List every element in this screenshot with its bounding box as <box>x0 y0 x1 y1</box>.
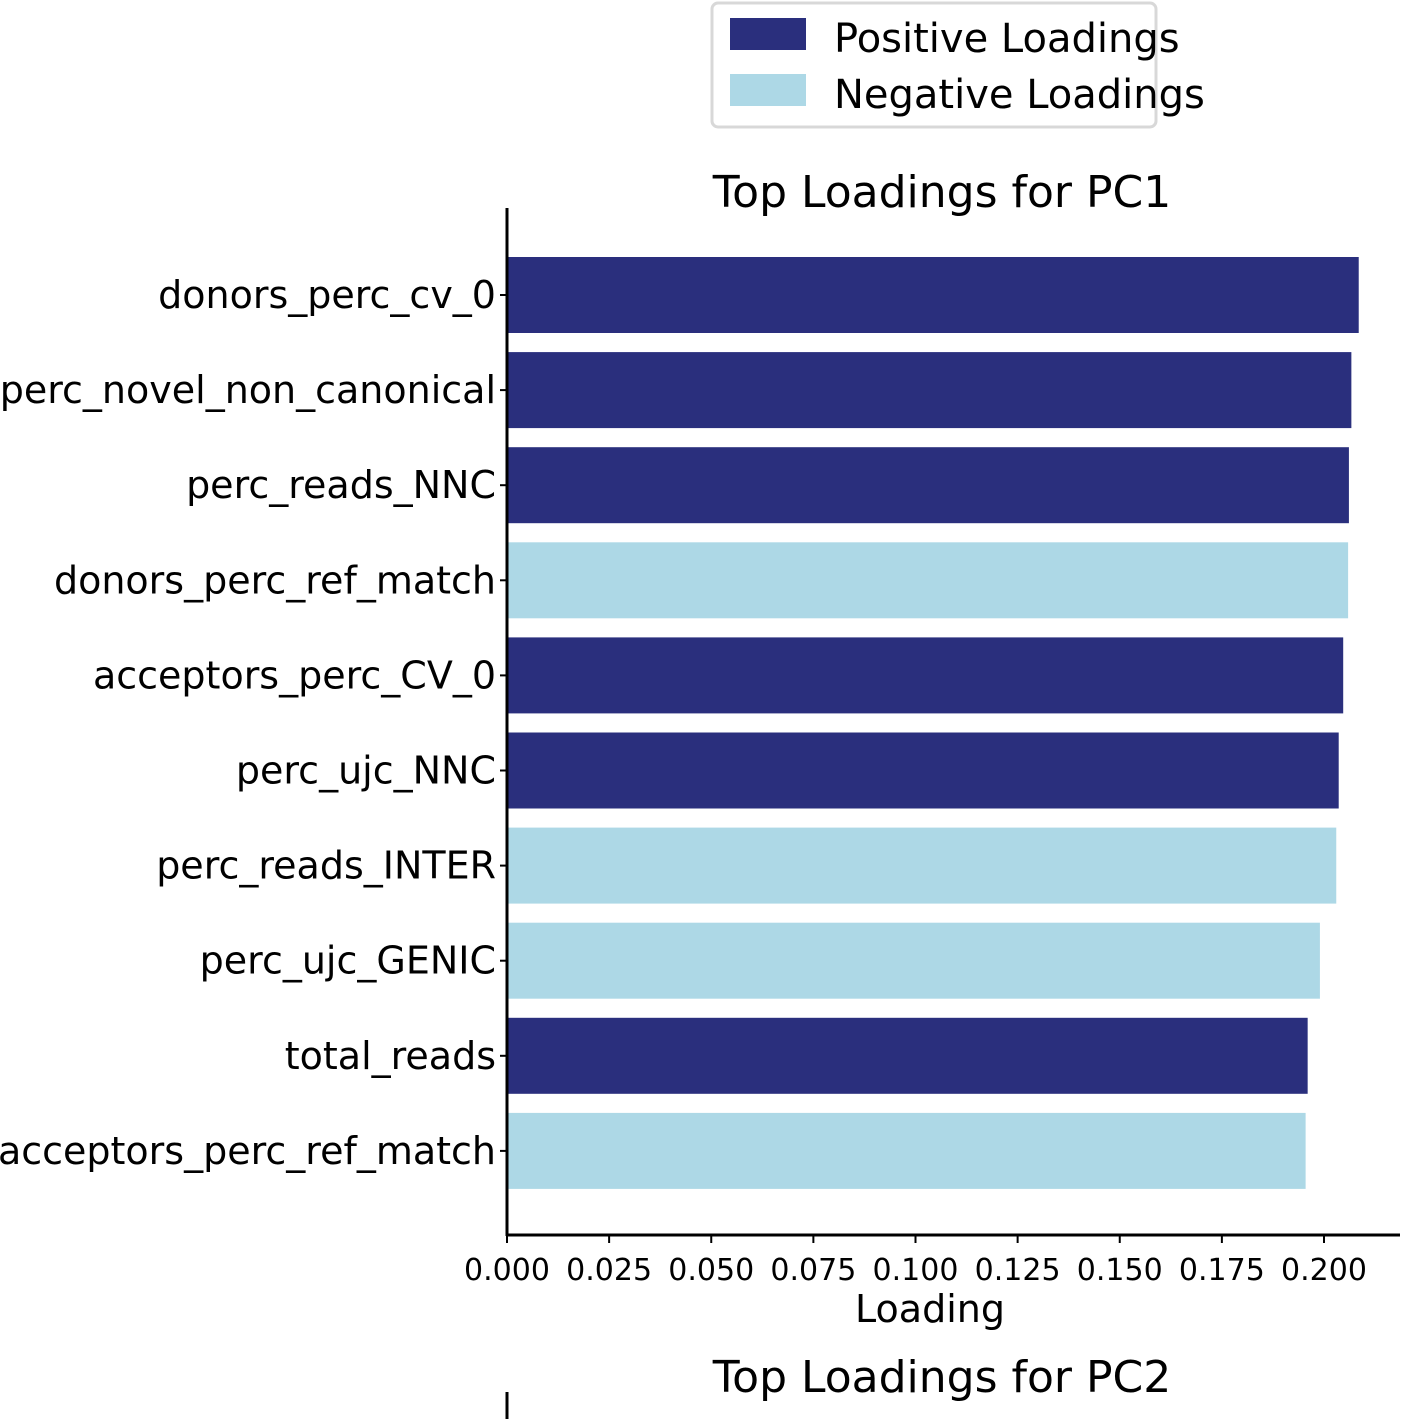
x-tick-label: 0.000 <box>464 1253 550 1288</box>
x-axis-label: Loading <box>855 1287 1005 1331</box>
x-tick-label: 0.150 <box>1077 1253 1163 1288</box>
bars-pc1 <box>507 257 1359 1189</box>
legend-positive-label: Positive Loadings <box>834 16 1180 62</box>
x-tick-label: 0.050 <box>668 1253 754 1288</box>
bar-donors_perc_ref_match <box>507 542 1349 619</box>
chart-title-pc1: Top Loadings for PC1 <box>712 167 1171 218</box>
y-tick-label: perc_ujc_NNC <box>236 749 496 793</box>
y-tick-label: donors_perc_ref_match <box>54 558 496 602</box>
y-tick-label: total_reads <box>285 1034 496 1078</box>
bar-perc_reads_INTER <box>507 827 1337 904</box>
bar-perc_ujc_GENIC <box>507 922 1320 999</box>
bar-perc_novel_non_canonical <box>507 352 1352 429</box>
bar-acceptors_perc_ref_match <box>507 1112 1306 1189</box>
x-tick-label: 0.125 <box>975 1253 1061 1288</box>
bar-perc_reads_NNC <box>507 447 1349 524</box>
y-tick-label: acceptors_perc_CV_0 <box>93 653 496 697</box>
y-tick-label: perc_reads_NNC <box>186 463 496 507</box>
x-tick-label: 0.100 <box>873 1253 959 1288</box>
x-tick-label: 0.200 <box>1281 1253 1367 1288</box>
x-tick-label: 0.025 <box>566 1253 652 1288</box>
legend: Positive Loadings Negative Loadings <box>710 1 1205 129</box>
y-tick-labels: donors_perc_cv_0 perc_novel_non_canonical… <box>0 273 507 1173</box>
y-tick-label: perc_novel_non_canonical <box>0 368 496 412</box>
bar-acceptors_perc_CV_0 <box>507 637 1344 714</box>
x-tick-label: 0.075 <box>770 1253 856 1288</box>
x-tick-label: 0.175 <box>1179 1253 1265 1288</box>
x-ticks: 0.000 0.025 0.050 0.075 0.100 0.125 0.150 0.175… <box>464 1235 1367 1288</box>
legend-frame <box>710 1 1158 129</box>
legend-negative-label: Negative Loadings <box>834 72 1205 118</box>
bar-donors_perc_cv_0 <box>507 257 1359 333</box>
legend-positive-swatch <box>730 18 806 50</box>
legend-negative-swatch <box>730 74 806 106</box>
y-tick-label: perc_reads_INTER <box>156 844 496 888</box>
y-tick-label: donors_perc_cv_0 <box>158 273 496 317</box>
bar-total_reads <box>507 1017 1308 1094</box>
y-tick-label: acceptors_perc_ref_match <box>0 1129 496 1173</box>
y-tick-label: perc_ujc_GENIC <box>200 939 496 983</box>
chart-title-pc2: Top Loadings for PC2 <box>712 1352 1171 1403</box>
bar-perc_ujc_NNC <box>507 732 1339 809</box>
